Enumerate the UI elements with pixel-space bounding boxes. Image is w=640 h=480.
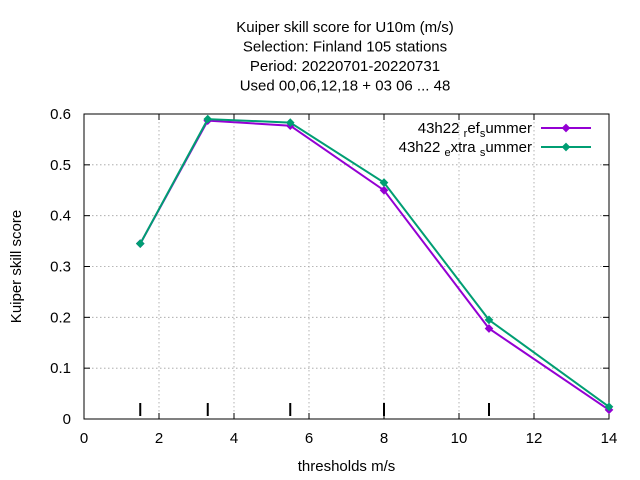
y-tick-label: 0.3 [50, 259, 71, 276]
legend-label: 43h22 extra summer [399, 139, 532, 159]
legend-label-part: 43h22 [399, 139, 445, 156]
data-point [285, 118, 295, 127]
y-tick-label: 0.1 [50, 360, 71, 377]
series-line [139, 118, 610, 408]
legend-label-part: e [445, 147, 451, 159]
legend-label-part: s [480, 128, 486, 140]
legend-label-part: s [480, 147, 486, 159]
legend-label-part: xtra [451, 139, 480, 156]
x-tick-label: 0 [80, 430, 88, 447]
x-tick-label: 2 [155, 430, 163, 447]
data-point [484, 315, 494, 325]
y-tick-label: 0 [63, 411, 71, 428]
chart-title-line: Used 00,06,12,18 + 03 06 ... 48 [240, 78, 451, 95]
legend-label-part: 43h22 [418, 120, 464, 137]
legend-swatch-marker [561, 123, 571, 133]
chart-title-line: Period: 20220701-20220731 [250, 58, 440, 75]
x-tick-label: 6 [305, 430, 313, 447]
legend-label: 43h22 refsummer [418, 120, 532, 140]
data-point [484, 324, 494, 333]
legend-label-part: ummer [485, 139, 532, 156]
data-point [203, 114, 213, 124]
series-line [139, 119, 610, 411]
data-point [379, 178, 389, 187]
x-tick-label: 4 [230, 430, 238, 447]
x-tick-label: 14 [601, 430, 618, 447]
legend-label-part: r [464, 128, 468, 140]
chart-title-line: Kuiper skill score for U10m (m/s) [236, 19, 454, 36]
x-tick-label: 10 [451, 430, 468, 447]
x-tick-label: 8 [380, 430, 388, 447]
series-2 [135, 114, 614, 412]
legend-label-part: ummer [485, 120, 532, 137]
y-tick-label: 0.5 [50, 157, 71, 174]
legend-label-part: ef [467, 120, 480, 137]
y-axis-label: Kuiper skill score [8, 210, 25, 323]
y-tick-label: 0.4 [50, 208, 71, 225]
y-tick-label: 0.2 [50, 309, 71, 326]
chart-title-line: Selection: Finland 105 stations [243, 39, 447, 56]
data-point [135, 239, 145, 248]
data-point [379, 185, 389, 195]
x-axis-label: thresholds m/s [298, 458, 396, 475]
data-point [604, 402, 614, 412]
y-tick-label: 0.6 [50, 106, 71, 123]
x-tick-label: 12 [526, 430, 543, 447]
legend-swatch-marker [561, 142, 571, 152]
series-1 [135, 116, 614, 415]
